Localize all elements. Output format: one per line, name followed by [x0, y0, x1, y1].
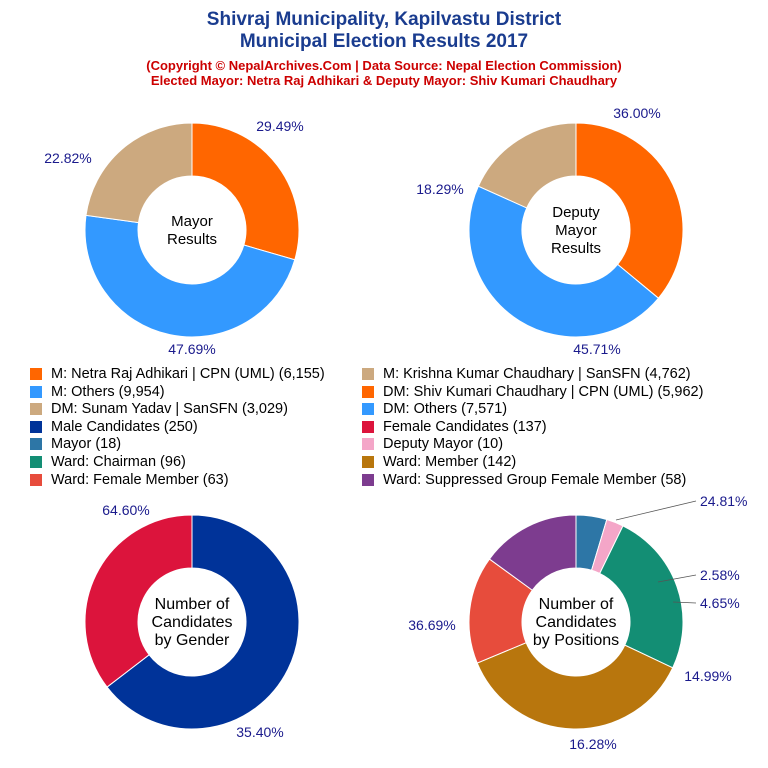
percent-label-dm-sunam-yadav-sansfn: 18.29%	[416, 181, 463, 197]
legend-label: Deputy Mayor (10)	[383, 436, 504, 453]
center-label-2-1: Deputy	[552, 204, 600, 221]
chart-title-line1: Shivraj Municipality, Kapilvastu Distric…	[206, 9, 562, 30]
center-label-3-3: by Gender	[155, 632, 230, 649]
legend-item-m-netra-raj-adhikari-cpn-uml-6-155: M: Netra Raj Adhikari | CPN (UML) (6,155…	[30, 365, 325, 383]
slice-m-others	[84, 214, 296, 338]
center-label-3-1: Number of	[155, 596, 230, 613]
legend-item-ward-female-member-63: Ward: Female Member (63)	[30, 471, 229, 489]
legend-label: DM: Shiv Kumari Chaudhary | CPN (UML) (5…	[383, 383, 704, 400]
slice-dm-shiv-kumari-chaudhary-cpn-uml	[575, 122, 684, 299]
legend-swatch	[362, 438, 374, 451]
center-label-4-2: Candidates	[536, 614, 617, 631]
slice-female-candidates	[84, 514, 193, 688]
legend-item-dm-shiv-kumari-chaudhary-cpn-uml-5-962: DM: Shiv Kumari Chaudhary | CPN (UML) (5…	[362, 383, 703, 401]
legend-label: Female Candidates (137)	[383, 418, 547, 435]
legend-item-male-candidates-250: Male Candidates (250)	[30, 418, 198, 436]
percent-label-m-others: 47.69%	[168, 341, 215, 357]
legend-item-m-krishna-kumar-chaudhary-sansfn-4-762: M: Krishna Kumar Chaudhary | SanSFN (4,7…	[362, 365, 691, 383]
legend-item-female-candidates-137: Female Candidates (137)	[362, 418, 547, 436]
leader-line-ward-chairman	[615, 500, 697, 521]
copyright-note: (Copyright © NepalArchives.Com | Data So…	[146, 58, 622, 73]
legend-swatch	[30, 385, 42, 398]
percent-label-female-candidates: 35.40%	[236, 724, 283, 740]
center-label-4-1: Number of	[539, 596, 614, 613]
legend-swatch	[30, 403, 42, 416]
legend-label: Ward: Chairman (96)	[51, 454, 186, 470]
legend-item-ward-member-142: Ward: Member (142)	[362, 453, 516, 471]
legend-item-deputy-mayor-10: Deputy Mayor (10)	[362, 435, 503, 453]
legend-label: M: Others (9,954)	[51, 383, 165, 400]
slice-dm-others	[468, 185, 660, 338]
legend-item-dm-others-7-571: DM: Others (7,571)	[362, 400, 507, 418]
legend-label: M: Krishna Kumar Chaudhary | SanSFN (4,7…	[383, 366, 691, 382]
legend-item-dm-sunam-yadav-sansfn-3-029: DM: Sunam Yadav | SanSFN (3,029)	[30, 400, 288, 418]
center-label-1-2: Results	[167, 231, 217, 248]
center-label-2-2: Mayor	[555, 222, 597, 239]
legend-swatch	[30, 438, 42, 451]
legend-swatch	[30, 368, 42, 380]
legend-label: DM: Sunam Yadav | SanSFN (3,029)	[51, 401, 288, 418]
legend-swatch	[362, 456, 374, 468]
legend-swatch	[362, 385, 374, 398]
legend-swatch	[362, 473, 374, 486]
center-label-1-1: Mayor	[171, 213, 213, 230]
slice-male-candidates	[106, 514, 300, 730]
percent-label-m-krishna-kumar-chaudhary-sansfn: 22.82%	[44, 150, 91, 166]
legend-swatch	[30, 473, 42, 486]
percent-label-dm-shiv-kumari-chaudhary-cpn-uml: 36.00%	[613, 105, 660, 121]
percent-label-m-netra-raj-adhikari-cpn-uml: 29.49%	[256, 118, 303, 134]
legend-label: DM: Others (7,571)	[383, 401, 508, 418]
legend-item-mayor-18: Mayor (18)	[30, 435, 121, 453]
legend-swatch	[362, 368, 374, 380]
legend: M: Netra Raj Adhikari | CPN (UML) (6,155…	[0, 360, 768, 490]
slice-m-netra-raj-adhikari-cpn-uml	[191, 122, 300, 261]
legend-swatch	[362, 403, 374, 416]
slice-m-krishna-kumar-chaudhary-sansfn	[85, 122, 193, 224]
legend-item-ward-suppressed-group-female-member-58: Ward: Suppressed Group Female Member (58…	[362, 471, 686, 489]
slice-ward-chairman	[599, 525, 684, 669]
percent-label-ward-female-member: 16.28%	[569, 736, 616, 752]
percent-label-ward-member: 36.69%	[408, 617, 455, 633]
chart-title-line2: Municipal Election Results 2017	[239, 31, 529, 52]
percent-label-deputy-mayor: 2.58%	[700, 567, 740, 583]
percent-label-ward-suppressed-group-female-member: 14.99%	[684, 668, 731, 684]
legend-label: Mayor (18)	[51, 436, 122, 453]
legend-item-m-others-9-954: M: Others (9,954)	[30, 383, 165, 401]
legend-label: M: Netra Raj Adhikari | CPN (UML) (6,155…	[51, 366, 325, 382]
leader-line-mayor	[672, 601, 697, 604]
percent-label-dm-others: 45.71%	[573, 341, 620, 357]
center-label-4-3: by Positions	[533, 632, 619, 649]
legend-label: Ward: Member (142)	[383, 454, 517, 470]
percent-label-ward-chairman: 24.81%	[700, 493, 747, 509]
slice-dm-sunam-yadav-sansfn	[477, 122, 577, 209]
legend-swatch	[30, 420, 42, 433]
elected-note: Elected Mayor: Netra Raj Adhikari & Depu…	[150, 73, 618, 88]
donut-chart-4: 24.81% 2.58% 4.65% 36.69% 16.28% 14.99% Number…	[408, 493, 747, 752]
slice-ward-suppressed-group-female-member	[488, 514, 577, 591]
center-label-3-2: Candidates	[152, 614, 233, 631]
legend-label: Ward: Suppressed Group Female Member (58…	[383, 471, 687, 488]
legend-label: Male Candidates (250)	[51, 418, 198, 435]
legend-item-ward-chairman-96: Ward: Chairman (96)	[30, 453, 186, 471]
percent-label-male-candidates: 64.60%	[102, 502, 149, 518]
slice-ward-member	[476, 642, 674, 730]
legend-swatch	[362, 420, 374, 433]
leader-line-deputy-mayor	[657, 574, 697, 583]
percent-label-mayor: 4.65%	[700, 595, 740, 611]
legend-swatch	[30, 456, 42, 468]
center-label-2-3: Results	[551, 240, 601, 257]
legend-label: Ward: Female Member (63)	[51, 471, 229, 488]
